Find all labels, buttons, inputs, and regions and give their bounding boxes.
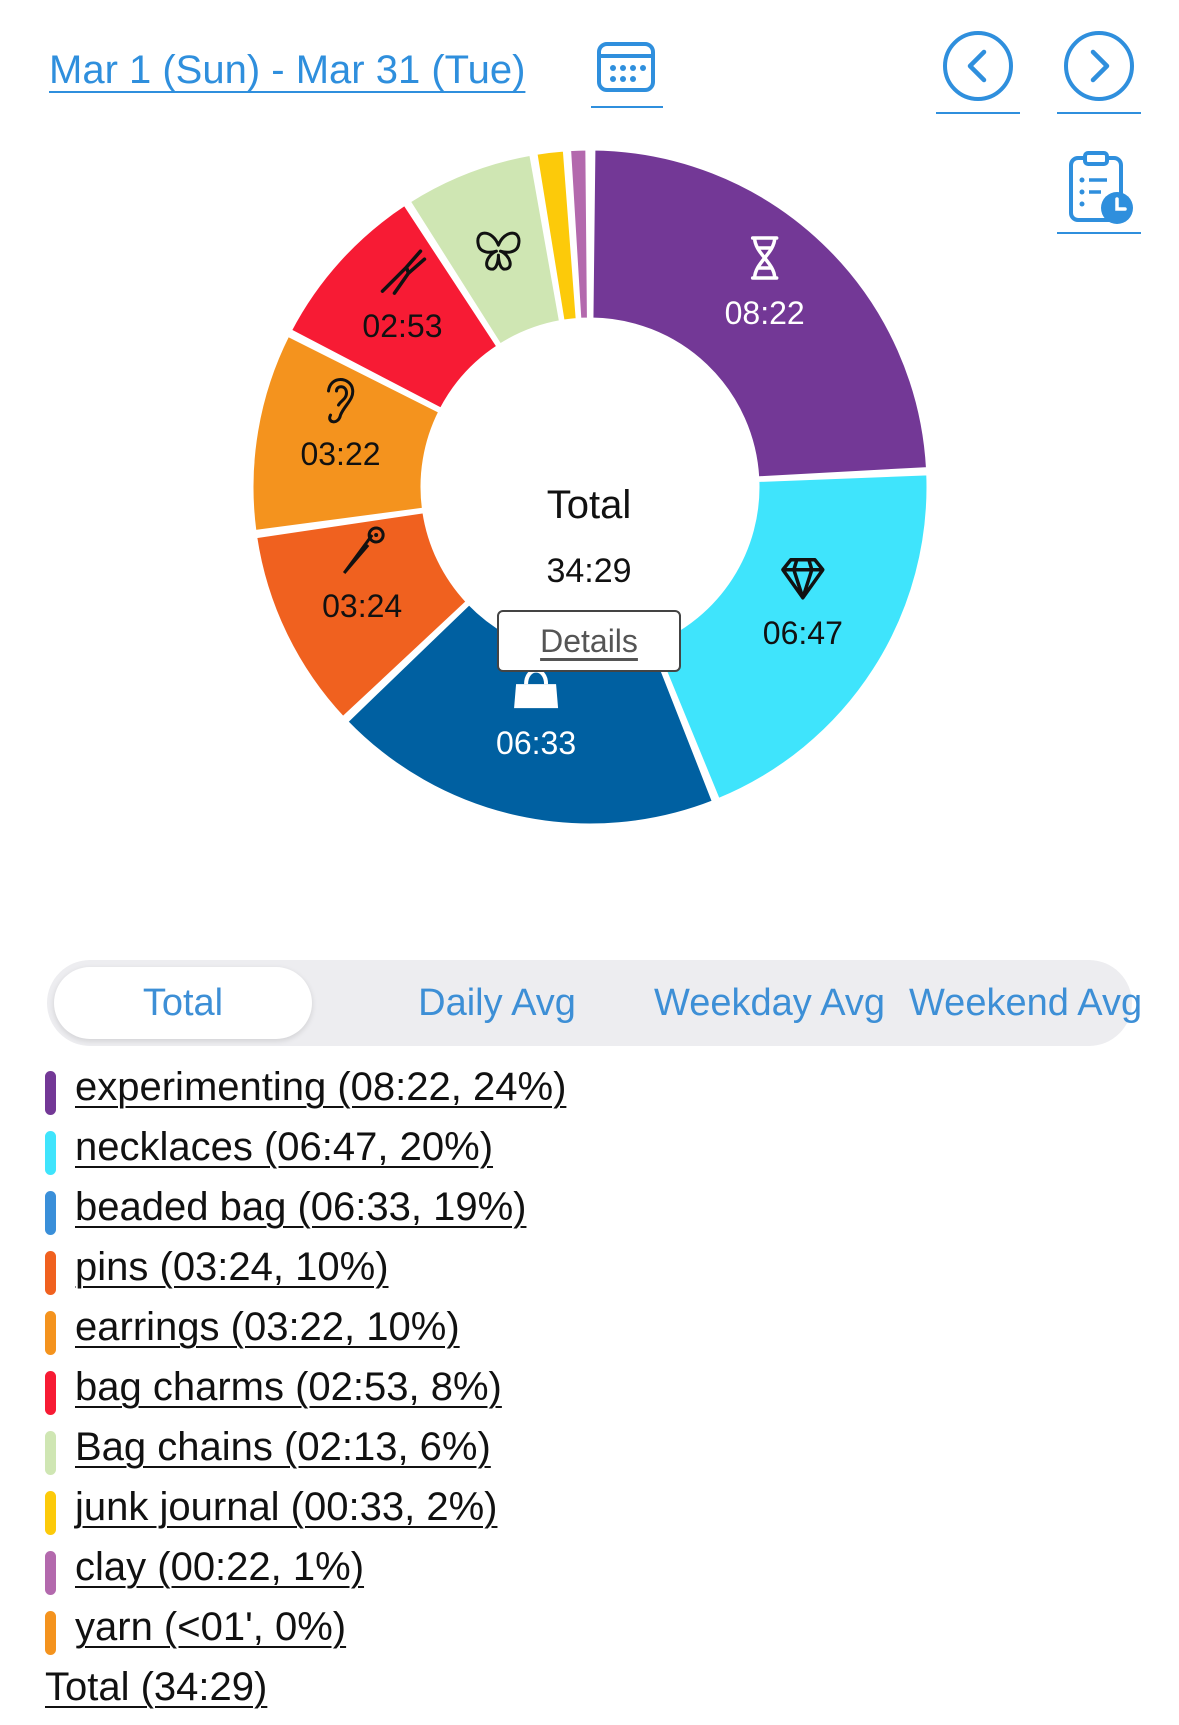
- safety-pin-icon: [342, 526, 385, 574]
- slice-label: 02:53: [362, 308, 442, 344]
- legend-label[interactable]: beaded bag (06:33, 19%): [75, 1185, 527, 1229]
- donut-chart: 08:22 06:47 06:33 03:24 03:22 02:53: [250, 150, 930, 827]
- slice-label: 06:47: [763, 615, 843, 651]
- slice-earrings[interactable]: [250, 333, 442, 534]
- tab-daily-avg[interactable]: Daily Avg: [418, 982, 576, 1024]
- slice-pins[interactable]: [254, 510, 469, 720]
- legend-swatch: [45, 1551, 56, 1595]
- legend-label[interactable]: junk journal (00:33, 2%): [75, 1485, 498, 1529]
- selected-segment-pill: [54, 967, 312, 1039]
- slice-bag-chains[interactable]: [407, 152, 563, 347]
- pliers-icon: [380, 249, 427, 295]
- legend-item-bag-charms[interactable]: bag charms (02:53, 8%): [45, 1365, 1145, 1425]
- legend-swatch: [45, 1491, 56, 1535]
- slice-label: 06:33: [496, 725, 576, 761]
- legend-item-beaded-bag[interactable]: beaded bag (06:33, 19%): [45, 1185, 1145, 1245]
- slice-yarn[interactable]: [589, 150, 596, 321]
- slice-necklaces[interactable]: [652, 472, 930, 802]
- legend-item-junk-journal[interactable]: junk journal (00:33, 2%): [45, 1485, 1145, 1545]
- calendar-underline: [591, 106, 663, 108]
- legend-swatch: [45, 1191, 56, 1235]
- tab-weekend-avg[interactable]: Weekend Avg: [909, 982, 1143, 1024]
- dna-icon: [750, 236, 779, 280]
- next-period-button[interactable]: [1057, 30, 1141, 114]
- legend-swatch: [45, 1131, 56, 1175]
- slice-bag-charms[interactable]: [288, 202, 500, 411]
- clipboard-clock-icon: [1069, 151, 1133, 224]
- details-button[interactable]: Details: [497, 610, 681, 672]
- center-total-value: 34:29: [546, 552, 632, 590]
- chevron-left-icon: [943, 31, 1013, 101]
- legend-label[interactable]: clay (00:22, 1%): [75, 1545, 365, 1589]
- slice-experimenting[interactable]: [589, 150, 929, 480]
- legend-label[interactable]: necklaces (06:47, 20%): [75, 1125, 494, 1169]
- legend-swatch: [45, 1371, 56, 1415]
- prev-underline: [936, 112, 1020, 114]
- legend-swatch: [45, 1251, 56, 1295]
- slice-clay[interactable]: [568, 150, 590, 321]
- legend-list: experimenting (08:22, 24%) necklaces (06…: [45, 1065, 1145, 1665]
- tab-total[interactable]: Total: [142, 982, 224, 1024]
- legend-label[interactable]: pins (03:24, 10%): [75, 1245, 389, 1289]
- stats-mode-segmented-control: Total Daily Avg Weekday Avg Weekend Avg: [47, 960, 1143, 1046]
- legend-item-pins[interactable]: pins (03:24, 10%): [45, 1245, 1145, 1305]
- legend-swatch: [45, 1071, 56, 1115]
- legend-swatch: [45, 1611, 56, 1655]
- legend-label[interactable]: Bag chains (02:13, 6%): [75, 1425, 491, 1469]
- legend-swatch: [45, 1311, 56, 1355]
- tab-weekday-avg[interactable]: Weekday Avg: [654, 982, 885, 1024]
- ear-icon: [327, 378, 355, 424]
- butterfly-icon: [476, 231, 521, 271]
- legend-label[interactable]: bag charms (02:53, 8%): [75, 1365, 502, 1409]
- legend-swatch: [45, 1431, 56, 1475]
- legend-item-necklaces[interactable]: necklaces (06:47, 20%): [45, 1125, 1145, 1185]
- next-underline: [1057, 112, 1141, 114]
- calendar-button[interactable]: [591, 38, 663, 108]
- calendar-icon: [597, 42, 655, 92]
- legend-item-clay[interactable]: clay (00:22, 1%): [45, 1545, 1145, 1605]
- legend-item-experimenting[interactable]: experimenting (08:22, 24%): [45, 1065, 1145, 1125]
- legend-label[interactable]: earrings (03:22, 10%): [75, 1305, 460, 1349]
- legend-label[interactable]: yarn (<01', 0%): [75, 1605, 347, 1649]
- prev-period-button[interactable]: [936, 30, 1020, 114]
- legend-item-bag-chains[interactable]: Bag chains (02:13, 6%): [45, 1425, 1145, 1485]
- slice-label: 03:24: [322, 588, 402, 624]
- legend-item-yarn[interactable]: yarn (<01', 0%): [45, 1605, 1145, 1665]
- legend-total[interactable]: Total (34:29): [45, 1665, 268, 1709]
- legend-item-earrings[interactable]: earrings (03:22, 10%): [45, 1305, 1145, 1365]
- slice-label: 03:22: [300, 436, 380, 472]
- diamond-icon: [781, 558, 825, 600]
- slice-junk-journal[interactable]: [534, 150, 579, 323]
- date-range-link[interactable]: Mar 1 (Sun) - Mar 31 (Tue): [49, 48, 526, 92]
- chevron-right-icon: [1064, 31, 1134, 101]
- history-underline: [1057, 232, 1141, 234]
- center-title: Total: [546, 483, 632, 527]
- legend-label[interactable]: experimenting (08:22, 24%): [75, 1065, 567, 1109]
- slice-label: 08:22: [725, 295, 805, 331]
- history-button[interactable]: [1057, 150, 1141, 234]
